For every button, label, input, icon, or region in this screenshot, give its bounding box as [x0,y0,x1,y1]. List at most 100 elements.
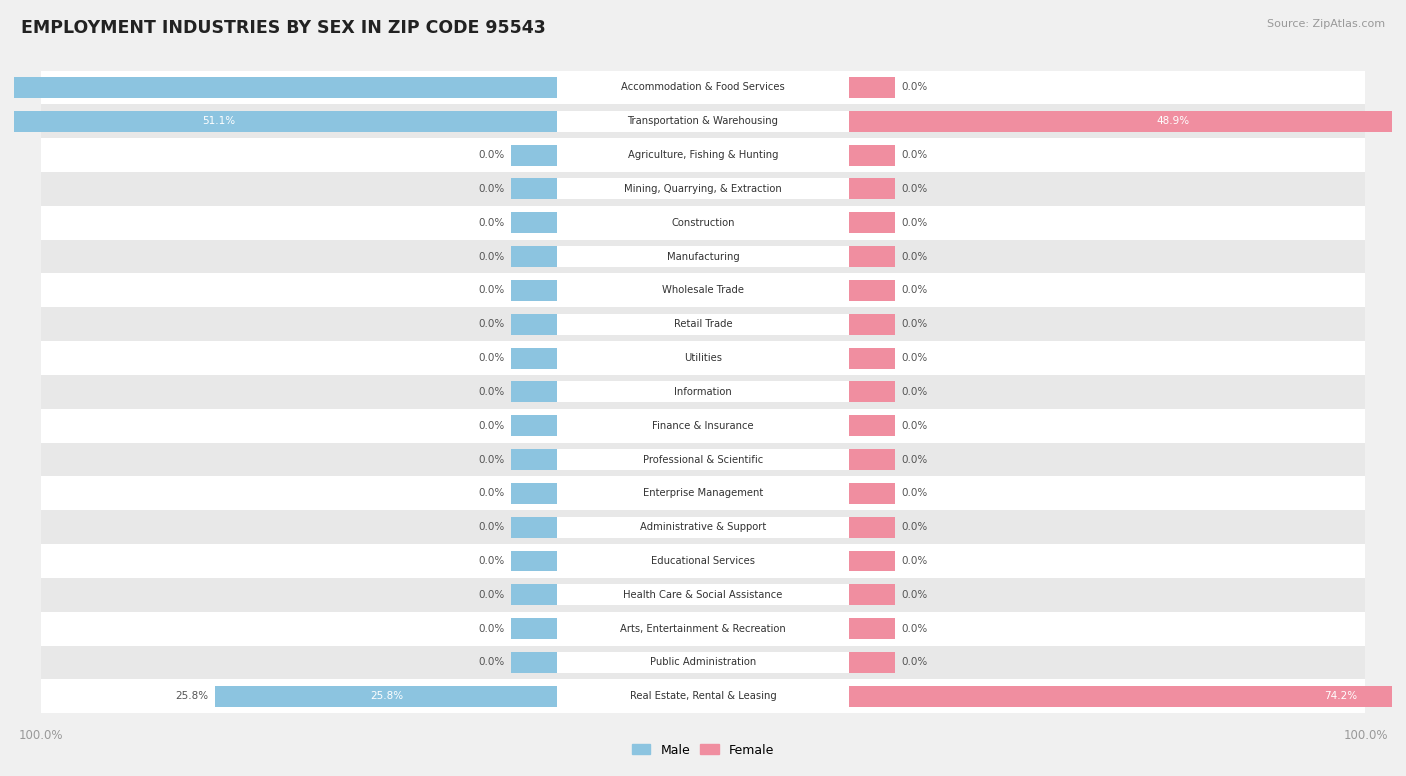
Text: 25.8%: 25.8% [176,691,209,702]
Legend: Male, Female: Male, Female [627,739,779,761]
Text: 0.0%: 0.0% [901,184,928,194]
Bar [849,517,896,538]
Bar [41,71,1365,104]
Bar [41,375,1365,409]
Bar [849,213,896,234]
Text: 0.0%: 0.0% [901,522,928,532]
Bar [41,442,1365,476]
Bar [849,652,896,673]
Text: 0.0%: 0.0% [478,590,505,600]
Bar [41,680,1365,713]
Bar [510,213,557,234]
Bar [510,483,896,504]
Bar [0,111,1406,132]
Text: Agriculture, Fishing & Hunting: Agriculture, Fishing & Hunting [627,150,779,160]
Text: Information: Information [673,387,733,397]
Text: 0.0%: 0.0% [901,590,928,600]
Bar [849,483,896,504]
Bar [215,686,557,707]
Text: 0.0%: 0.0% [478,556,505,566]
Text: Construction: Construction [671,218,735,227]
Text: 0.0%: 0.0% [901,421,928,431]
Text: 0.0%: 0.0% [901,556,928,566]
Text: 0.0%: 0.0% [901,319,928,329]
Text: Finance & Insurance: Finance & Insurance [652,421,754,431]
Bar [510,415,896,436]
Bar [41,409,1365,442]
Text: Real Estate, Rental & Leasing: Real Estate, Rental & Leasing [630,691,776,702]
Bar [849,584,896,605]
Bar [849,111,1406,132]
Bar [510,178,557,199]
Bar [510,381,896,403]
Bar [510,652,896,673]
Bar [510,246,896,267]
Text: 0.0%: 0.0% [478,218,505,227]
Bar [510,449,557,470]
Text: 0.0%: 0.0% [901,286,928,296]
Bar [849,550,896,571]
Text: Retail Trade: Retail Trade [673,319,733,329]
Bar [510,517,896,538]
Text: 0.0%: 0.0% [478,488,505,498]
Text: Educational Services: Educational Services [651,556,755,566]
Text: Wholesale Trade: Wholesale Trade [662,286,744,296]
Bar [510,280,896,301]
Bar [510,517,557,538]
Text: 0.0%: 0.0% [901,251,928,262]
Bar [510,415,557,436]
Bar [41,172,1365,206]
Text: 0.0%: 0.0% [478,421,505,431]
Bar [510,348,896,369]
Bar [510,618,557,639]
Bar [41,273,1365,307]
Bar [0,77,557,98]
Text: 74.2%: 74.2% [1323,691,1357,702]
Text: Administrative & Support: Administrative & Support [640,522,766,532]
Bar [849,618,896,639]
Text: 48.9%: 48.9% [1156,116,1189,126]
Bar [849,77,896,98]
Bar [510,246,557,267]
Bar [215,686,1406,707]
Text: Transportation & Warehousing: Transportation & Warehousing [627,116,779,126]
Bar [510,280,557,301]
Text: 0.0%: 0.0% [478,387,505,397]
Bar [510,618,896,639]
Bar [510,213,896,234]
Text: 0.0%: 0.0% [478,150,505,160]
Bar [849,686,1406,707]
Text: 0.0%: 0.0% [901,657,928,667]
Text: Public Administration: Public Administration [650,657,756,667]
Text: EMPLOYMENT INDUSTRIES BY SEX IN ZIP CODE 95543: EMPLOYMENT INDUSTRIES BY SEX IN ZIP CODE… [21,19,546,37]
Bar [41,511,1365,544]
Bar [510,584,896,605]
Bar [510,550,896,571]
Bar [849,280,896,301]
Bar [41,206,1365,240]
Text: 0.0%: 0.0% [478,657,505,667]
Text: 0.0%: 0.0% [901,353,928,363]
Text: Manufacturing: Manufacturing [666,251,740,262]
Bar [0,77,896,98]
Bar [510,584,557,605]
Text: 0.0%: 0.0% [901,624,928,634]
Bar [849,144,896,165]
Text: 51.1%: 51.1% [202,116,235,126]
Text: 0.0%: 0.0% [901,82,928,92]
Bar [510,381,557,403]
Text: 0.0%: 0.0% [901,150,928,160]
Text: 25.8%: 25.8% [370,691,404,702]
Text: Professional & Scientific: Professional & Scientific [643,455,763,465]
Bar [510,449,896,470]
Text: Source: ZipAtlas.com: Source: ZipAtlas.com [1267,19,1385,29]
Bar [510,144,896,165]
Bar [849,348,896,369]
Bar [510,652,557,673]
Bar [849,449,896,470]
Bar [41,476,1365,511]
Bar [41,544,1365,578]
Bar [41,138,1365,172]
Bar [41,646,1365,680]
Text: 0.0%: 0.0% [478,522,505,532]
